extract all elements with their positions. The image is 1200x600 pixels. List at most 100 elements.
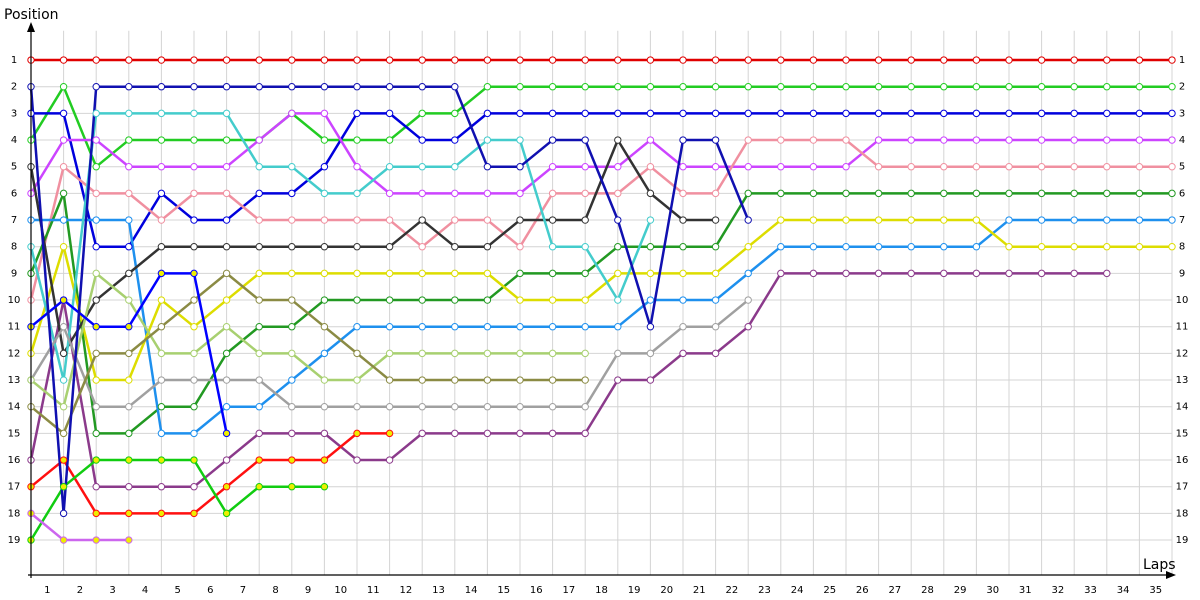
data-point bbox=[125, 296, 133, 304]
data-point bbox=[255, 136, 263, 144]
data-point bbox=[222, 376, 231, 384]
data-point bbox=[483, 296, 492, 304]
data-point bbox=[222, 163, 231, 171]
data-point bbox=[92, 376, 100, 384]
data-point bbox=[125, 429, 133, 438]
data-point bbox=[940, 56, 948, 64]
data-point bbox=[548, 323, 557, 331]
data-point bbox=[451, 349, 459, 358]
data-point bbox=[353, 109, 361, 118]
data-point bbox=[614, 349, 622, 358]
data-point bbox=[548, 269, 557, 278]
data-point bbox=[516, 403, 524, 411]
x-tick-label: 9 bbox=[305, 585, 311, 596]
data-point bbox=[1005, 136, 1013, 144]
data-point bbox=[516, 269, 524, 278]
data-point bbox=[320, 56, 329, 64]
data-point bbox=[548, 429, 557, 438]
data-point bbox=[1037, 109, 1046, 118]
data-point bbox=[418, 216, 426, 224]
data-point bbox=[711, 216, 720, 224]
data-point bbox=[972, 163, 981, 171]
data-point bbox=[59, 403, 68, 411]
data-point bbox=[679, 216, 687, 224]
series-line bbox=[29, 112, 652, 382]
data-point bbox=[222, 323, 231, 331]
data-point bbox=[842, 56, 850, 64]
data-point bbox=[92, 83, 100, 91]
data-point bbox=[418, 323, 426, 331]
x-tick-label: 17 bbox=[563, 585, 576, 596]
data-point bbox=[548, 216, 557, 224]
data-point bbox=[711, 269, 720, 278]
data-point bbox=[972, 136, 981, 144]
series-line bbox=[30, 512, 129, 542]
data-point bbox=[288, 429, 296, 438]
data-point bbox=[157, 136, 166, 144]
y-axis-title: Position bbox=[4, 7, 59, 23]
data-point bbox=[255, 403, 263, 411]
x-tick-label: 8 bbox=[272, 585, 278, 596]
data-point bbox=[940, 243, 948, 251]
data-point bbox=[255, 349, 263, 358]
data-point bbox=[1135, 243, 1144, 251]
data-point bbox=[874, 136, 883, 144]
data-point bbox=[711, 83, 720, 91]
data-point bbox=[222, 243, 231, 251]
x-tick-label: 26 bbox=[856, 585, 869, 596]
data-point bbox=[940, 109, 948, 118]
data-point bbox=[190, 403, 198, 411]
data-point bbox=[92, 56, 100, 64]
data-point bbox=[744, 56, 752, 64]
data-point bbox=[744, 216, 752, 224]
data-point bbox=[809, 189, 818, 198]
series-line bbox=[29, 138, 1172, 301]
y-tick-label: 14 bbox=[1176, 402, 1189, 413]
data-point bbox=[842, 216, 850, 224]
data-point bbox=[288, 296, 296, 304]
data-point bbox=[125, 403, 133, 411]
data-point bbox=[255, 269, 263, 278]
data-point bbox=[255, 456, 263, 464]
data-point bbox=[288, 56, 296, 64]
y-axis-arrow bbox=[27, 22, 35, 32]
data-point bbox=[679, 349, 687, 358]
data-point bbox=[288, 403, 296, 411]
y-tick-label: 4 bbox=[11, 135, 17, 146]
data-point bbox=[157, 483, 166, 491]
data-point bbox=[940, 189, 948, 198]
data-point bbox=[777, 56, 785, 64]
data-point bbox=[972, 56, 981, 64]
x-tick-label: 31 bbox=[1019, 585, 1032, 596]
data-point bbox=[353, 83, 361, 91]
data-point bbox=[222, 269, 231, 278]
data-point bbox=[907, 163, 915, 171]
data-point bbox=[1070, 269, 1078, 278]
data-point bbox=[157, 509, 166, 518]
data-point bbox=[222, 189, 231, 198]
data-point bbox=[451, 403, 459, 411]
y-tick-label: 4 bbox=[1179, 135, 1185, 146]
data-point bbox=[711, 136, 720, 144]
x-tick-label: 3 bbox=[109, 585, 115, 596]
data-point bbox=[646, 136, 655, 144]
data-point bbox=[353, 429, 361, 438]
data-point bbox=[418, 136, 426, 144]
x-tick-label: 28 bbox=[921, 585, 934, 596]
data-point bbox=[288, 83, 296, 91]
data-point bbox=[1135, 56, 1144, 64]
y-tick-label: 16 bbox=[8, 455, 21, 466]
y-tick-label: 10 bbox=[8, 295, 21, 306]
data-point bbox=[1103, 163, 1111, 171]
data-point bbox=[646, 109, 655, 118]
data-point bbox=[646, 189, 655, 198]
data-point bbox=[255, 429, 263, 438]
data-point bbox=[1103, 109, 1111, 118]
data-point bbox=[972, 269, 981, 278]
data-point bbox=[418, 349, 426, 358]
data-point bbox=[548, 349, 557, 358]
data-point bbox=[483, 216, 492, 224]
data-point bbox=[320, 429, 329, 438]
y-tick-label: 7 bbox=[11, 215, 17, 226]
data-point bbox=[972, 109, 981, 118]
